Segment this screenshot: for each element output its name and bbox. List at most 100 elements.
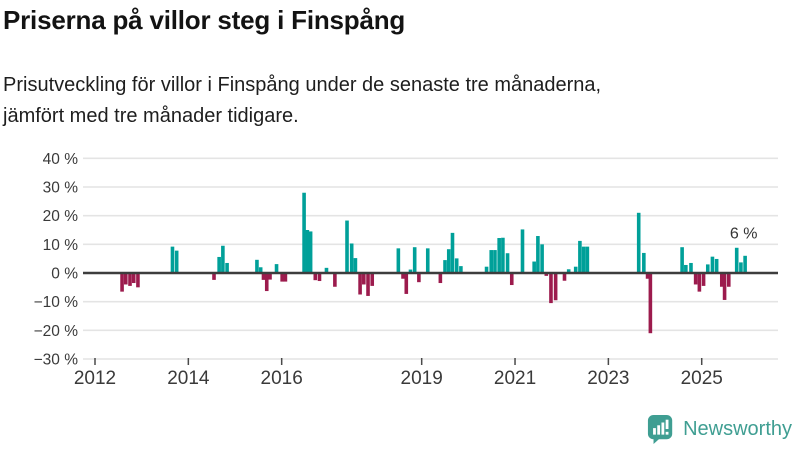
bar	[454, 258, 459, 273]
bar	[255, 259, 259, 273]
bar	[648, 273, 653, 334]
bar	[258, 267, 263, 273]
bar	[549, 273, 553, 304]
y-tick-label: 20 %	[43, 208, 79, 225]
y-tick-label: 40 %	[43, 151, 79, 168]
bar	[308, 231, 313, 273]
gridlines	[83, 157, 778, 360]
bars	[120, 192, 747, 334]
bar	[261, 273, 266, 280]
bar	[722, 273, 727, 300]
bar	[578, 240, 582, 273]
bar	[573, 266, 578, 273]
bar	[645, 273, 650, 279]
bar	[366, 273, 370, 296]
bar	[585, 246, 590, 273]
bar	[719, 273, 724, 287]
bar	[459, 266, 463, 273]
x-tick-label: 2016	[261, 368, 303, 389]
y-tick-label: 0 %	[51, 266, 78, 283]
bar	[124, 273, 128, 285]
bar	[540, 244, 544, 273]
bar	[689, 262, 693, 273]
bar	[362, 273, 366, 285]
bar	[170, 246, 175, 273]
bar	[450, 232, 455, 273]
bar	[305, 229, 310, 273]
x-tick-label: 2014	[167, 368, 210, 389]
bar	[553, 273, 558, 301]
bar	[701, 273, 706, 286]
bar	[212, 273, 216, 280]
bar	[349, 243, 354, 273]
bar	[684, 264, 688, 273]
bar	[313, 273, 318, 281]
bar	[131, 273, 136, 284]
bar	[404, 273, 409, 294]
bar	[536, 236, 540, 273]
bar	[509, 273, 514, 286]
bar	[484, 266, 489, 273]
bar	[217, 256, 221, 273]
bar	[489, 250, 494, 273]
y-tick-label: 30 %	[43, 179, 79, 196]
bar	[705, 264, 710, 273]
bar	[562, 273, 567, 281]
bar	[581, 246, 586, 273]
bar	[505, 253, 510, 273]
x-tick-label: 2025	[681, 368, 723, 389]
bar	[544, 273, 549, 276]
bar	[501, 237, 505, 273]
subtitle-line-2: jämfört med tre månader tidigare.	[3, 105, 299, 127]
bar	[497, 238, 501, 273]
bar	[693, 273, 698, 285]
bar	[417, 273, 421, 283]
newsworthy-logo: Newsworthy	[647, 414, 792, 445]
bar	[493, 250, 497, 273]
subtitle-line-1: Prisutveckling för villor i Finspång und…	[3, 74, 602, 96]
bar	[726, 273, 731, 287]
bar	[446, 249, 451, 273]
bar	[636, 212, 641, 273]
bar	[370, 273, 375, 286]
bar	[425, 248, 430, 273]
bar	[710, 256, 715, 273]
bar	[225, 262, 229, 273]
y-axis-labels: 40 % 30 % 20 % 10 % 0 % −10 % −20 % −30 %	[34, 151, 79, 369]
y-tick-label: −30 %	[34, 352, 79, 369]
bar	[264, 273, 269, 292]
bar	[642, 252, 646, 273]
page-subtitle: Prisutveckling för villor i Finspång und…	[3, 70, 601, 132]
bar	[396, 248, 401, 273]
x-axis: 2012 2014 2016 2019 2021 2023 2025	[74, 358, 723, 389]
bar	[283, 273, 288, 282]
bar	[697, 273, 702, 292]
bar	[333, 273, 337, 287]
bar	[408, 269, 413, 273]
bar	[714, 258, 719, 273]
bar	[358, 273, 362, 295]
y-tick-label: −10 %	[34, 294, 79, 311]
bar	[345, 220, 349, 273]
bar	[268, 273, 272, 280]
bar	[317, 273, 322, 282]
bar	[520, 229, 525, 273]
y-tick-label: −20 %	[34, 323, 79, 340]
bar	[401, 273, 405, 279]
x-tick-label: 2019	[401, 368, 443, 389]
bar	[174, 250, 179, 273]
bar	[221, 245, 225, 273]
bar	[734, 247, 739, 273]
bar	[532, 261, 536, 273]
bar	[739, 262, 743, 273]
bar	[324, 267, 329, 273]
bar	[353, 258, 358, 273]
price-development-bar-chart: 40 %30 %20 %10 %0 %−10 %−20 %−30 %2012 20…	[34, 151, 778, 389]
x-tick-label: 2023	[587, 368, 629, 389]
bar	[566, 269, 571, 273]
newsworthy-speech-bubble-chart-icon	[648, 415, 673, 444]
newsworthy-wordmark: Newsworthy	[683, 418, 792, 440]
bar	[120, 273, 124, 292]
bar	[412, 247, 417, 273]
